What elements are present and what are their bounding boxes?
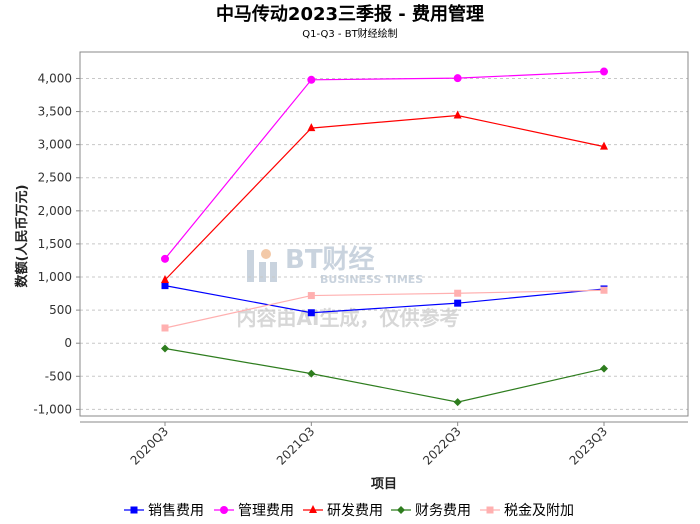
x-tick-label: 2023Q3 <box>567 424 611 468</box>
data-point <box>161 274 169 283</box>
legend-item: 研发费用 <box>303 503 383 519</box>
x-tick-label: 2020Q3 <box>128 424 172 468</box>
y-tick-label: 1,500 <box>38 237 72 251</box>
y-tick-label: 3,000 <box>38 138 72 152</box>
legend-label: 财务费用 <box>415 503 471 519</box>
legend-marker <box>486 506 494 514</box>
data-point <box>307 123 316 132</box>
watermark-logo-icon <box>247 249 277 282</box>
y-axis: -1,000 -500 0 500 1,000 1,500 2,000 2,500 3,000 3… <box>33 71 80 416</box>
data-point <box>307 369 316 378</box>
x-axis-title: 项目 <box>371 477 397 492</box>
plot-area <box>79 51 689 417</box>
data-point <box>454 289 462 297</box>
y-axis-title: 数额(人民币万元) <box>14 185 30 288</box>
series-2 <box>161 110 608 283</box>
data-point <box>161 282 169 290</box>
watermark-brand: BT财经 <box>285 244 375 275</box>
series-line <box>164 347 605 403</box>
legend-marker <box>309 505 317 513</box>
legend-label: 管理费用 <box>238 503 294 519</box>
data-point <box>307 75 316 84</box>
y-tick-label: 0 <box>64 336 72 350</box>
data-point <box>307 309 315 317</box>
data-point <box>161 254 169 263</box>
data-point <box>600 67 608 76</box>
watermark-note: 内容由AI生成，仅供参考 <box>237 306 460 330</box>
series-4 <box>161 286 608 332</box>
series-line <box>164 114 605 281</box>
x-axis: 2020Q3 2021Q3 2022Q3 2023Q3 <box>80 421 688 468</box>
legend-label: 税金及附加 <box>504 503 574 519</box>
series-3 <box>161 344 608 407</box>
series-layer <box>161 67 608 407</box>
data-point <box>600 364 608 373</box>
series-line <box>164 285 605 314</box>
legend-item: 管理费用 <box>214 503 294 519</box>
y-tick-label: 500 <box>49 303 72 317</box>
data-point <box>600 141 608 150</box>
legend-label: 销售费用 <box>148 503 204 519</box>
data-point <box>454 299 462 307</box>
y-tick-label: 2,000 <box>38 204 72 218</box>
legend-item: 税金及附加 <box>480 503 574 519</box>
grid <box>80 77 688 410</box>
legend-marker <box>220 506 228 514</box>
y-tick-label: -500 <box>45 369 72 383</box>
series-1 <box>161 67 608 263</box>
legend-marker <box>397 506 405 514</box>
data-point <box>453 110 462 119</box>
watermark-brand-en: BUSINESS TIMES <box>320 273 423 286</box>
legend: 销售费用 管理费用 研发费用 财务费用 税金及附加 <box>124 503 574 519</box>
watermark: BT财经 BUSINESS TIMES 内容由AI生成，仅供参考 <box>237 244 460 330</box>
legend-item: 财务费用 <box>391 503 471 519</box>
legend-marker <box>130 506 138 514</box>
data-point <box>600 286 608 294</box>
legend-item: 销售费用 <box>124 503 204 519</box>
data-point <box>307 292 315 300</box>
chart-subtitle: Q1-Q3 - BT财经绘制 <box>302 27 397 40</box>
series-line <box>164 70 605 260</box>
legend-label: 研发费用 <box>327 503 383 519</box>
data-point <box>453 74 462 83</box>
data-point <box>453 398 462 407</box>
data-point <box>161 324 169 332</box>
y-tick-label: 4,000 <box>38 71 72 85</box>
series-line <box>164 289 605 329</box>
x-tick-label: 2022Q3 <box>420 424 464 468</box>
y-tick-label: 3,500 <box>38 105 72 119</box>
x-tick-label: 2021Q3 <box>274 424 318 468</box>
y-tick-label: 2,500 <box>38 171 72 185</box>
y-tick-label: 1,000 <box>38 270 72 284</box>
y-tick-label: -1,000 <box>33 402 72 416</box>
chart-title: 中马传动2023三季报 - 费用管理 <box>216 3 484 25</box>
data-point <box>161 344 169 353</box>
